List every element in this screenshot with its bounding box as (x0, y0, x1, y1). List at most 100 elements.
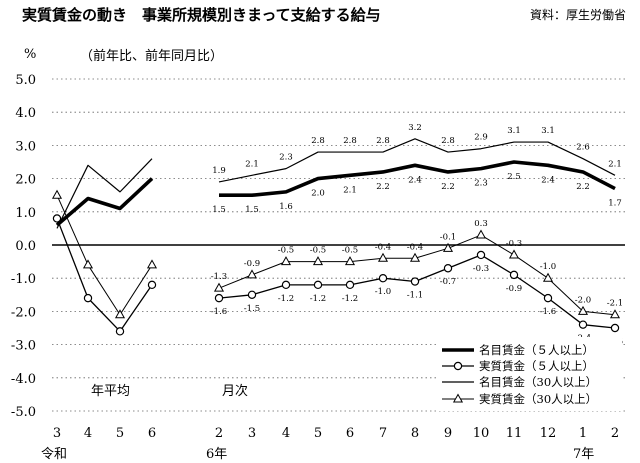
series-real-30plus-monthly-point (609, 309, 621, 319)
data-label: 2.3 (474, 179, 488, 189)
series-real-5plus-monthly-point (509, 270, 519, 280)
y-tick-label: -5.0 (11, 405, 36, 420)
series-real-5plus-monthly-point (313, 280, 323, 290)
data-label: -2.1 (607, 299, 623, 309)
series-nominal-30plus-annual-line (56, 158, 153, 229)
series-real-5plus-annual-line (56, 218, 153, 332)
x-axis-ticks: 3 4 5 6 2 3 4 5 6 7 8 9 10 11 12 1 2 (53, 426, 619, 441)
data-label: -0.3 (473, 264, 489, 274)
series-real-30plus-monthly-point (344, 256, 356, 266)
series-real-30plus-annual-point (114, 309, 126, 319)
data-label: 1.7 (608, 199, 622, 209)
x-tick-label: 6 (346, 426, 354, 441)
series-real-5plus-monthly-point (281, 280, 291, 290)
data-label: 2.8 (343, 136, 357, 146)
series-real-5plus-monthly-point (247, 290, 257, 299)
data-label: 2.4 (541, 175, 555, 185)
legend-label: 名目賃金（30人以上） (479, 375, 597, 389)
legend-label: 名目賃金（５人以上） (479, 343, 594, 357)
x-tick-label: 3 (248, 426, 256, 441)
data-label: 3.1 (507, 126, 521, 136)
series-real-30plus-monthly-point (542, 272, 554, 282)
series-real-5plus-annual-point (52, 214, 62, 223)
x-tick-label: 4 (282, 426, 290, 441)
x-tick-label: 10 (473, 426, 490, 441)
y-tick-label: 2.0 (15, 173, 36, 188)
data-label: 3.2 (408, 123, 422, 133)
data-label: 2.3 (279, 153, 293, 163)
data-label: 2.4 (408, 175, 422, 185)
series-real-5plus-monthly-point (214, 293, 224, 303)
data-label: -0.4 (375, 242, 391, 252)
data-label: 2.8 (376, 136, 390, 146)
x-tick-label: 9 (444, 426, 452, 441)
data-label: -1.2 (342, 294, 358, 304)
data-label: -0.1 (440, 232, 456, 242)
x-tick-label: 12 (540, 426, 557, 441)
series-real-5plus-monthly-point (476, 250, 486, 260)
y-tick-label: -2.0 (11, 305, 36, 320)
y-tick-label: 4.0 (15, 106, 36, 121)
x-tick-label: 2 (611, 426, 619, 441)
series-nominal-5plus-monthly-line (219, 160, 616, 197)
data-label: -0.5 (342, 246, 358, 256)
data-label: -0.4 (407, 242, 423, 252)
legend-marker (452, 393, 464, 403)
data-label: 2.8 (311, 136, 325, 146)
data-label: 2.9 (474, 133, 488, 143)
series-real-30plus-monthly-point (312, 256, 324, 266)
data-label: 3.1 (541, 126, 555, 136)
x-tick-label: 8 (411, 426, 419, 441)
series-real-30plus-monthly-point (213, 282, 225, 292)
data-label: -0.5 (310, 246, 326, 256)
x-tick-label: 11 (506, 426, 523, 441)
y-unit: % (24, 47, 36, 62)
y-tick-label: 1.0 (15, 206, 36, 221)
series-real-5plus-monthly-point (378, 274, 388, 283)
series-real-30plus-monthly-point (442, 242, 454, 252)
data-label: -0.9 (506, 284, 522, 294)
y-tick-label: -3.0 (11, 339, 36, 354)
data-label: -1.0 (375, 287, 391, 297)
data-label: -1.5 (244, 304, 260, 314)
data-label: 2.6 (576, 143, 590, 153)
y-tick-label: -4.0 (11, 372, 36, 387)
legend-marker (453, 361, 463, 371)
data-label: -0.9 (244, 259, 260, 269)
series-real-5plus-annual-point (147, 280, 157, 290)
series-real-30plus-annual-point (51, 189, 63, 199)
chart-title: 実質賃金の動き 事業所規模別きまって支給する給与 (22, 6, 381, 24)
legend-label: 実質賃金（５人以上） (479, 359, 594, 373)
data-label: -1.3 (211, 272, 227, 282)
series-real-30plus-annual-point (146, 259, 158, 269)
series-real-30plus-monthly-point (475, 229, 487, 239)
data-label: 2.2 (441, 182, 455, 192)
data-label: -1.2 (310, 294, 326, 304)
series-real-5plus-annual-point (83, 293, 93, 303)
data-label: 2.2 (376, 182, 390, 192)
data-label: -1.6 (211, 307, 227, 317)
data-label: -2.0 (575, 295, 591, 305)
series-real-30plus-monthly-point (377, 252, 389, 262)
series-nominal-5plus-annual-line (55, 177, 154, 227)
y-tick-label: -1.0 (11, 272, 36, 287)
era-label-r6: 6年 (206, 447, 227, 462)
series-real-5plus-monthly-point (610, 323, 620, 333)
annual-section-label: 年平均 (91, 384, 130, 399)
x-tick-label: 5 (116, 426, 124, 441)
data-label: 2.0 (311, 189, 325, 199)
x-tick-label: 5 (314, 426, 322, 441)
series-real-30plus-monthly-point (409, 252, 421, 262)
x-tick-label: 7 (379, 426, 387, 441)
legend-label: 実質賃金（30人以上） (479, 392, 597, 406)
series-nominal-30plus-monthly-line (218, 138, 616, 183)
series-real-5plus-monthly-point (345, 280, 355, 290)
series-real-5plus-monthly-point (578, 320, 588, 329)
series-real-5plus-monthly-point (443, 264, 453, 273)
x-tick-label: 3 (53, 426, 61, 441)
series-real-30plus-monthly-point (577, 305, 589, 315)
x-tick-label: 2 (215, 426, 223, 441)
series-real-30plus-annual-point (82, 259, 94, 269)
data-label: -1.0 (540, 262, 556, 272)
